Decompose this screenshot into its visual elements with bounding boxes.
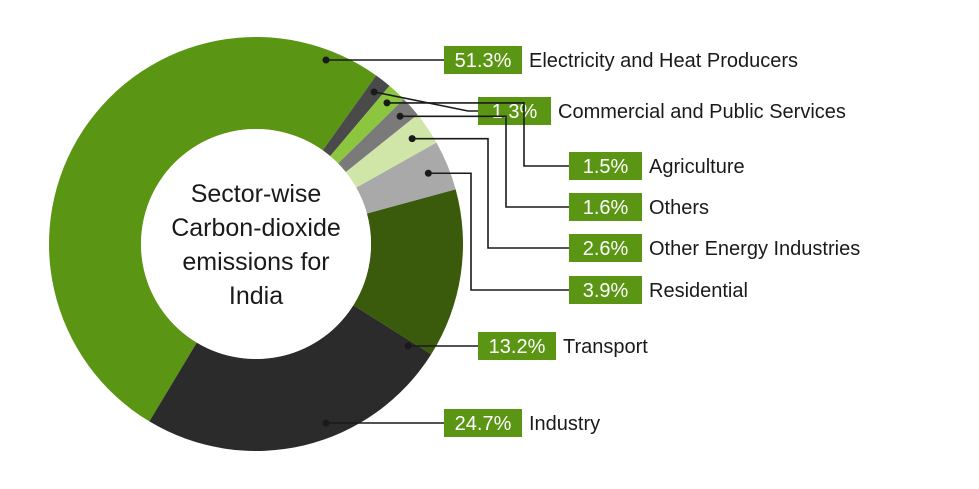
donut-hole — [141, 129, 371, 359]
callout-agriculture: 1.5% Agriculture — [383, 99, 745, 180]
pct-badge — [444, 46, 522, 74]
series-label: Industry — [529, 413, 600, 435]
leader-line — [412, 137, 569, 249]
leader-line — [386, 102, 569, 167]
callout-electricity-and-heat-producers: 51.3% Electricity and Heat Producers — [322, 46, 798, 74]
leader-line — [400, 115, 569, 208]
series-label: Electricity and Heat Producers — [529, 50, 798, 72]
pct-label: 13.2% — [489, 336, 546, 358]
series-label: Residential — [649, 280, 748, 302]
leader-line — [373, 91, 478, 112]
leader-dot — [383, 99, 391, 107]
pct-label: 1.3% — [492, 101, 538, 123]
leader-line — [428, 172, 569, 291]
series-label: Commercial and Public Services — [558, 101, 846, 123]
pct-label: 24.7% — [455, 413, 512, 435]
pct-badge — [478, 97, 551, 125]
pct-label: 2.6% — [583, 238, 629, 260]
slice-residential — [356, 142, 456, 214]
center-title-line-1: Sector-wise — [191, 180, 322, 208]
slice-commercial-and-public-services — [322, 75, 390, 157]
pct-badge — [569, 234, 642, 262]
pct-label: 51.3% — [455, 50, 512, 72]
callout-transport: 13.2% Transport — [404, 332, 648, 360]
pct-badge — [444, 409, 522, 437]
callout-other-energy-industries: 2.6% Other Energy Industries — [408, 135, 860, 262]
center-title-line-4: India — [229, 282, 283, 310]
series-label: Transport — [563, 336, 648, 358]
slice-electricity-and-heat-producers — [48, 36, 377, 422]
callout-residential: 3.9% Residential — [424, 169, 748, 304]
slice-other-energy-industries — [345, 114, 437, 188]
callout-industry: 24.7% Industry — [322, 409, 600, 437]
donut-slices — [48, 36, 463, 451]
callouts: 51.3% Electricity and Heat Producers 1.3% C… — [322, 46, 860, 437]
callout-commercial-and-public-services: 1.3% Commercial and Public Services — [370, 88, 846, 125]
pct-label: 1.5% — [583, 156, 629, 178]
slice-industry — [149, 305, 432, 451]
series-label: Other Energy Industries — [649, 238, 860, 260]
pct-badge — [569, 193, 642, 221]
pct-label: 1.6% — [583, 197, 629, 219]
series-label: Agriculture — [649, 156, 745, 178]
center-title-line-2: Carbon-dioxide — [171, 214, 341, 242]
pct-label: 3.9% — [583, 280, 629, 302]
slice-transport — [353, 189, 463, 355]
series-label: Others — [649, 197, 709, 219]
pct-badge — [569, 152, 642, 180]
center-title-line-3: emissions for — [182, 248, 329, 276]
pct-badge — [478, 332, 556, 360]
pct-badge — [569, 276, 642, 304]
callout-others: 1.6% Others — [396, 112, 709, 221]
